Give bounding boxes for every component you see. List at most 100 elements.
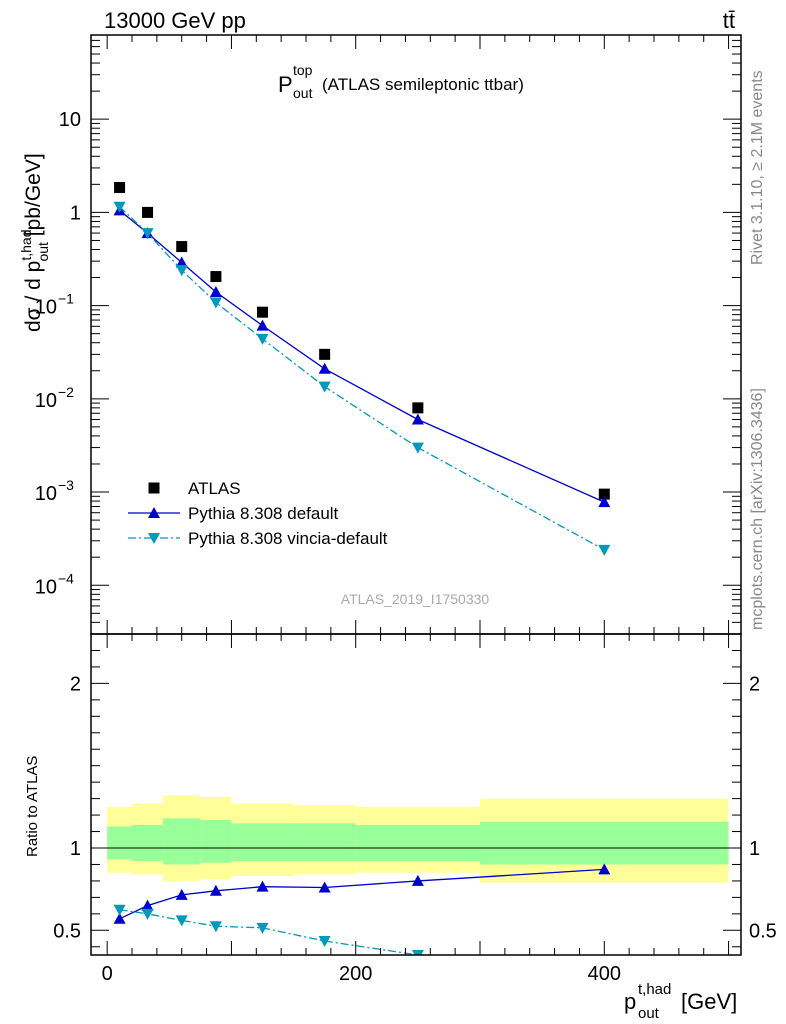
ratio-ytick-label-right-1: 1 xyxy=(749,838,760,860)
ratio-uncertainty-bands xyxy=(107,795,729,883)
process-label: tt̄ xyxy=(723,8,735,33)
ratio-band-green-7 xyxy=(480,821,729,865)
x-tick-label-0: 0 xyxy=(102,963,113,985)
ratio-series-layer xyxy=(113,863,611,955)
ratio-line-series-0 xyxy=(119,868,605,920)
title-subscript: out xyxy=(293,85,313,101)
x-tick-label-400: 400 xyxy=(588,963,621,985)
main-point-s0-1 xyxy=(142,206,154,218)
main-ytick-label-2: 10 xyxy=(35,297,57,319)
ratio-band-green-2 xyxy=(163,818,201,865)
ratio-point-s1-5 xyxy=(318,936,331,948)
main-point-s2-0 xyxy=(113,201,126,213)
main-ytick-label-4: 10 xyxy=(35,483,57,505)
ratio-band-green-1 xyxy=(132,824,164,862)
main-point-s1-3 xyxy=(209,285,222,297)
x-tick-label-200: 200 xyxy=(339,963,372,985)
ratio-band-green-6 xyxy=(355,824,481,862)
ylabel-part-1: dσ / d p xyxy=(22,261,45,332)
ratio-point-s1-0 xyxy=(113,904,126,916)
ratio-point-s0-3 xyxy=(209,884,222,896)
main-ytick-exp-4: −3 xyxy=(58,477,74,493)
main-point-s2-3 xyxy=(209,297,222,309)
main-point-s0-2 xyxy=(176,241,188,253)
ratio-band-green-4 xyxy=(231,823,294,862)
ylabel-sub: out xyxy=(35,242,51,262)
main-panel-title: P top out (ATLAS semileptonic ttbar) xyxy=(278,62,524,101)
main-point-s1-6 xyxy=(411,413,424,425)
title-rest: (ATLAS semileptonic ttbar) xyxy=(322,75,524,94)
ratio-ytick-label-right-0.5: 0.5 xyxy=(749,920,777,942)
energy-label: 13000 GeV pp xyxy=(104,8,246,33)
ratio-band-green-5 xyxy=(293,823,356,862)
main-point-s0-4 xyxy=(257,306,269,318)
ratio-point-s0-1 xyxy=(141,899,154,911)
legend-label-2: Pythia 8.308 vincia-default xyxy=(188,529,388,548)
main-point-s0-7 xyxy=(598,488,610,500)
main-y-axis-label: dσ / d pt,hadout [pb/GeV] xyxy=(18,153,51,332)
main-point-s2-5 xyxy=(318,381,331,393)
main-ytick-label-3: 10 xyxy=(35,390,57,412)
title-superscript: top xyxy=(293,62,313,78)
ratio-ytick-label-right-2: 2 xyxy=(749,673,760,695)
analysis-id: ATLAS_2019_I1750330 xyxy=(341,591,490,607)
xlabel-sup: t,had xyxy=(638,981,671,998)
ratio-point-s1-6 xyxy=(411,950,424,955)
legend-label-1: Pythia 8.308 default xyxy=(188,504,339,523)
ratio-line-series-1 xyxy=(119,909,426,955)
ratio-point-s0-0 xyxy=(113,912,126,924)
ratio-point-s0-7 xyxy=(598,863,611,875)
main-point-s0-3 xyxy=(210,271,222,283)
ratio-band-green-0 xyxy=(107,826,133,860)
x-axis-label: p t,had out [GeV] xyxy=(624,981,737,1022)
main-series-layer xyxy=(113,181,611,556)
main-point-s2-4 xyxy=(256,333,269,345)
ratio-point-s0-5 xyxy=(318,881,331,893)
main-ytick-exp-5: −4 xyxy=(58,570,74,586)
ratio-point-s0-2 xyxy=(175,888,188,900)
main-point-s0-5 xyxy=(319,348,331,360)
ratio-point-s1-4 xyxy=(256,922,269,934)
legend-marker-1 xyxy=(148,507,160,518)
main-point-s1-5 xyxy=(318,362,331,374)
ratio-point-s0-4 xyxy=(256,880,269,892)
ratio-ytick-label-left-0.5: 0.5 xyxy=(53,920,81,942)
ratio-ytick-label-left-1: 1 xyxy=(70,838,81,860)
xlabel-unit: [GeV] xyxy=(681,989,737,1014)
main-ytick-label-1: 1 xyxy=(70,202,81,224)
mcplots-label: mcplots.cern.ch [arXiv:1306.3436] xyxy=(749,388,766,630)
main-ytick-label-5: 10 xyxy=(35,576,57,598)
main-ytick-label-0: 10 xyxy=(59,109,81,131)
main-point-s1-7 xyxy=(598,496,611,508)
rivet-version-label: Rivet 3.1.10, ≥ 2.1M events xyxy=(749,70,766,265)
ratio-point-s1-1 xyxy=(141,908,154,920)
main-point-s1-4 xyxy=(256,319,269,331)
xlabel-p: p xyxy=(624,989,636,1014)
ratio-frame xyxy=(90,633,742,956)
main-ytick-exp-3: −2 xyxy=(58,384,74,400)
main-point-s1-2 xyxy=(175,256,188,268)
legend: ATLAS Pythia 8.308 default Pythia 8.308 vi… xyxy=(128,479,388,548)
main-line-series-2 xyxy=(119,206,605,551)
ratio-point-s0-6 xyxy=(411,874,424,886)
main-point-s2-7 xyxy=(598,544,611,556)
main-point-s2-6 xyxy=(411,442,424,454)
main-point-s2-1 xyxy=(141,228,154,240)
main-point-s0-6 xyxy=(412,402,424,414)
ratio-point-s1-3 xyxy=(209,921,222,933)
main-point-s0-0 xyxy=(114,181,126,193)
svg-text:dσ / d pt,hadout [pb/GeV]: dσ / d pt,hadout [pb/GeV] xyxy=(18,153,51,332)
main-point-s2-2 xyxy=(175,265,188,277)
main-line-series-1 xyxy=(119,209,605,503)
ratio-ytick-label-left-2: 2 xyxy=(70,673,81,695)
ylabel-sup: t,had xyxy=(18,230,34,261)
ratio-y-axis-label: Ratio to ATLAS xyxy=(24,756,41,857)
legend-marker-2 xyxy=(148,533,160,544)
ylabel-unit: [pb/GeV] xyxy=(22,153,45,242)
legend-label-0: ATLAS xyxy=(188,479,241,498)
title-main: P xyxy=(278,72,293,97)
ratio-band-green-3 xyxy=(200,820,232,863)
ratio-point-s1-2 xyxy=(175,915,188,927)
